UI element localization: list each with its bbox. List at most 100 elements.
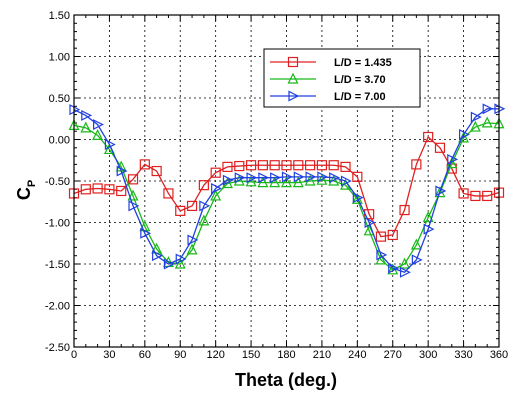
square-marker [411, 159, 422, 170]
triangle-up-marker [469, 120, 481, 132]
legend-label: L/D = 3.70 [334, 74, 386, 86]
legend-item: L/D = 7.00 [270, 90, 386, 103]
y-tick-labels: 1.50 1.00 0.50 0.00 -0.50 -1.00 -1.50 -2.00 -2.5… [45, 10, 70, 354]
triangle-right-marker [163, 258, 175, 270]
y-axis-title: CP [14, 180, 38, 200]
x-tick-label: 210 [313, 349, 331, 361]
triangle-right-marker [281, 171, 293, 183]
y-tick-label: -0.50 [45, 176, 70, 188]
square-marker [92, 183, 103, 194]
square-marker [316, 160, 328, 171]
square-marker [287, 56, 299, 68]
y-tick-label: -1.00 [45, 218, 70, 230]
triangle-right-marker [81, 109, 93, 121]
square-marker [387, 229, 398, 241]
square-marker [234, 160, 245, 172]
triangle-right-marker [482, 103, 494, 115]
square-marker [352, 171, 363, 182]
triangle-up-marker [210, 189, 222, 201]
triangle-right-marker [175, 253, 187, 265]
triangle-right-marker [305, 171, 317, 183]
x-tick-label: 90 [174, 349, 186, 361]
triangle-right-marker [187, 234, 199, 246]
triangle-right-marker [293, 171, 305, 183]
square-marker [399, 204, 410, 216]
triangle-right-marker [116, 165, 128, 177]
triangle-right-marker [258, 172, 270, 184]
square-marker [375, 231, 387, 242]
y-axis-title-subscript: P [26, 180, 38, 187]
square-marker [281, 160, 292, 171]
square-marker [186, 200, 198, 211]
square-marker [257, 160, 268, 171]
square-marker [328, 160, 339, 171]
square-marker [163, 188, 174, 199]
triangle-up-marker [292, 176, 304, 188]
square-marker [293, 160, 304, 171]
x-tick-label: 360 [490, 349, 508, 361]
x-tick-label: 150 [242, 349, 260, 361]
legend-label: L/D = 7.00 [334, 91, 386, 103]
triangle-right-marker [234, 172, 246, 184]
x-tick-label: 240 [348, 349, 366, 361]
triangle-right-marker [411, 254, 423, 266]
triangle-right-marker [399, 266, 411, 278]
triangle-up-marker [287, 72, 299, 84]
y-tick-label: -2.50 [45, 342, 70, 354]
x-tick-label: 270 [384, 349, 402, 361]
svg-text:CP: CP [14, 180, 38, 200]
square-marker [210, 167, 221, 178]
x-axis-title: Theta (deg.) [235, 370, 337, 390]
square-marker [470, 190, 481, 202]
legend: L/D = 1.435 L/D = 3.70 L/D = 7.00 [263, 48, 421, 108]
y-tick-label: 1.50 [49, 10, 70, 22]
square-marker [340, 161, 351, 172]
triangle-up-marker [399, 257, 411, 269]
series-line [73, 135, 500, 238]
x-tick-label: 120 [206, 349, 224, 361]
square-marker [127, 174, 139, 185]
triangle-right-marker [340, 175, 352, 187]
triangle-right-marker [140, 227, 152, 239]
triangle-up-marker [233, 174, 245, 186]
triangle-right-marker [222, 174, 234, 186]
triangle-up-marker [458, 131, 470, 143]
triangle-right-marker [447, 153, 459, 165]
square-marker [269, 160, 280, 171]
triangle-right-marker [435, 185, 447, 197]
triangle-right-marker [470, 111, 482, 123]
legend-item: L/D = 3.70 [270, 72, 386, 86]
y-tick-label: 0.00 [49, 135, 70, 147]
triangle-up-marker [269, 176, 281, 188]
triangle-right-marker [152, 250, 163, 262]
triangle-up-marker [198, 214, 210, 226]
x-tick-label: 300 [419, 349, 437, 361]
square-marker [458, 188, 469, 199]
triangle-up-marker [316, 173, 328, 185]
triangle-up-marker [257, 176, 269, 188]
legend-label: L/D = 1.435 [334, 57, 392, 69]
legend-item: L/D = 1.435 [270, 56, 392, 69]
triangle-right-marker [93, 119, 104, 131]
triangle-right-marker [458, 129, 470, 140]
square-marker [482, 190, 493, 202]
plot-frame [73, 14, 500, 348]
square-marker [151, 165, 162, 177]
y-axis-title-main: C [14, 187, 34, 200]
x-tick-label: 30 [103, 349, 115, 361]
triangle-up-marker [186, 243, 198, 255]
y-tick-label: -2.00 [45, 301, 70, 313]
square-marker [434, 142, 446, 153]
series-3 [69, 103, 506, 278]
triangle-right-marker [329, 172, 341, 184]
y-tick-label: 0.50 [49, 93, 70, 105]
x-tick-label: 330 [454, 349, 472, 361]
triangle-right-marker [270, 172, 282, 184]
triangle-up-marker [328, 174, 340, 186]
triangle-right-marker [317, 171, 329, 183]
triangle-up-marker [127, 189, 139, 201]
square-marker [116, 185, 127, 197]
square-marker [198, 180, 209, 191]
data-series [68, 103, 506, 278]
